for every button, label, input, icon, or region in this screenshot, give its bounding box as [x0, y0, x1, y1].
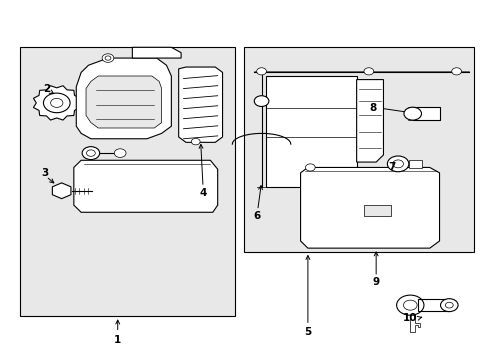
- Circle shape: [254, 96, 268, 107]
- Text: 4: 4: [199, 188, 206, 198]
- Bar: [20, 47, 234, 316]
- Circle shape: [114, 149, 126, 157]
- Text: 7: 7: [387, 162, 395, 172]
- Bar: [408, 159, 422, 168]
- Circle shape: [451, 68, 461, 75]
- Circle shape: [82, 147, 100, 159]
- Text: 9: 9: [372, 277, 379, 287]
- Circle shape: [440, 299, 457, 312]
- Bar: [363, 205, 390, 216]
- Polygon shape: [74, 160, 217, 212]
- Polygon shape: [266, 76, 356, 187]
- Bar: [412, 107, 439, 120]
- Polygon shape: [178, 67, 222, 142]
- Polygon shape: [33, 86, 80, 120]
- Circle shape: [51, 98, 63, 107]
- Bar: [244, 47, 473, 252]
- Polygon shape: [132, 47, 181, 58]
- Circle shape: [363, 68, 373, 75]
- Polygon shape: [76, 58, 171, 139]
- Circle shape: [256, 68, 266, 75]
- Text: 8: 8: [368, 103, 375, 113]
- Circle shape: [392, 160, 403, 168]
- Circle shape: [305, 164, 315, 171]
- Text: 10: 10: [402, 313, 417, 323]
- Circle shape: [102, 54, 114, 62]
- Polygon shape: [409, 315, 419, 332]
- Text: 1: 1: [114, 334, 121, 345]
- Bar: [417, 300, 448, 311]
- Circle shape: [403, 107, 421, 120]
- Text: 5: 5: [304, 327, 311, 337]
- Polygon shape: [52, 183, 71, 199]
- Text: 3: 3: [41, 168, 48, 178]
- Circle shape: [386, 156, 408, 172]
- Polygon shape: [356, 80, 383, 162]
- Circle shape: [191, 138, 200, 145]
- Polygon shape: [86, 76, 161, 128]
- Text: 2: 2: [43, 84, 51, 94]
- Text: 6: 6: [253, 211, 260, 221]
- Polygon shape: [300, 167, 439, 248]
